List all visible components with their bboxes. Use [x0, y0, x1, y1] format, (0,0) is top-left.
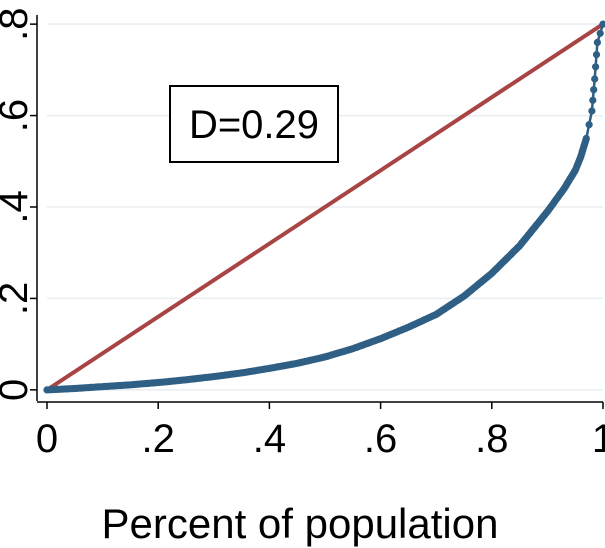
- lorenz-marker: [582, 134, 590, 142]
- annotation-frame: [169, 85, 339, 163]
- axes: [30, 15, 604, 409]
- x-tick-label: 1: [592, 417, 605, 461]
- equality-line: [45, 22, 605, 392]
- x-tick-label: .6: [364, 417, 397, 461]
- lorenz-marker: [589, 96, 597, 104]
- x-tick-label: 0: [36, 417, 58, 461]
- lorenz-marker: [596, 29, 604, 37]
- y-tick-label: .2: [0, 282, 36, 315]
- lorenz-marker: [590, 86, 598, 94]
- lorenz-marker: [592, 63, 600, 71]
- y-tick-label: .8: [0, 7, 36, 40]
- x-tick-label: .2: [142, 417, 175, 461]
- annotation-box: D=0.29: [169, 85, 339, 163]
- lorenz-marker: [593, 38, 602, 47]
- y-tick-label: 0: [0, 379, 36, 401]
- lorenz-marker: [599, 20, 605, 28]
- y-tick-label: .6: [0, 99, 36, 132]
- lorenz-marker: [588, 107, 596, 115]
- lorenz-marker: [585, 121, 593, 129]
- x-axis-title: Percent of population: [102, 500, 499, 547]
- y-tick-label: .4: [0, 190, 36, 223]
- lorenz-marker: [591, 75, 599, 83]
- x-tick-label: .8: [475, 417, 508, 461]
- lorenz-marker: [592, 51, 601, 59]
- annotation-label: D=0.29: [189, 103, 319, 147]
- tick-labels: 0 .2 .4 .6 .8 1 0 .2 .4 .6 .8: [0, 7, 605, 461]
- x-tick-label: .4: [253, 417, 286, 461]
- series-layer: [43, 20, 605, 394]
